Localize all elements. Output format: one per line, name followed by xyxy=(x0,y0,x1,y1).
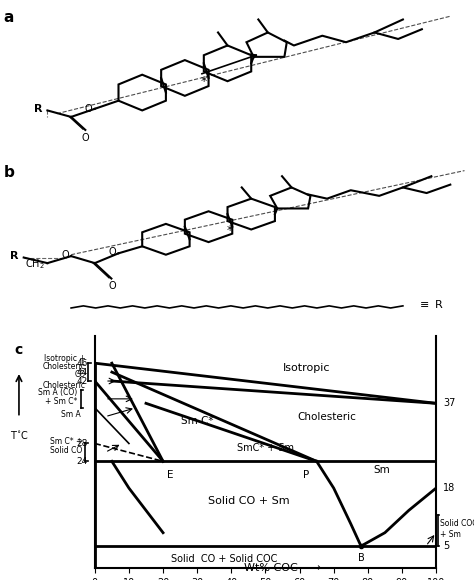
Text: CH$_2$: CH$_2$ xyxy=(25,258,45,271)
Text: *: * xyxy=(227,224,233,237)
Text: 44: 44 xyxy=(77,368,88,376)
Text: Solid CO: Solid CO xyxy=(50,445,82,455)
Text: Wt% COC    →: Wt% COC → xyxy=(244,563,321,574)
Text: Cholesteric: Cholesteric xyxy=(42,362,85,371)
Text: Sm: Sm xyxy=(373,465,390,475)
Text: 5: 5 xyxy=(443,541,449,551)
Text: Solid  CO + Solid COC: Solid CO + Solid COC xyxy=(171,554,278,564)
Text: R: R xyxy=(34,104,43,114)
Text: Cholesteric: Cholesteric xyxy=(42,381,85,390)
Text: O: O xyxy=(82,133,89,143)
Text: Sm A: Sm A xyxy=(61,410,81,419)
Text: Solid COC: Solid COC xyxy=(440,519,474,528)
Text: 24: 24 xyxy=(77,457,88,466)
Text: Cholesteric: Cholesteric xyxy=(297,412,356,422)
Text: B: B xyxy=(357,553,365,563)
Text: c: c xyxy=(14,343,22,357)
Text: Sm C* +: Sm C* + xyxy=(50,437,82,446)
Text: 28: 28 xyxy=(77,439,88,448)
Text: b: b xyxy=(4,165,15,180)
Text: 18: 18 xyxy=(443,483,455,493)
Text: O: O xyxy=(85,104,92,114)
Text: O: O xyxy=(109,281,117,291)
Text: CO: CO xyxy=(74,370,85,379)
Text: 42: 42 xyxy=(77,376,88,386)
Text: *: * xyxy=(201,75,207,88)
Text: Solid CO + Sm: Solid CO + Sm xyxy=(208,496,289,506)
Text: Isotropic +: Isotropic + xyxy=(44,354,85,363)
Text: E: E xyxy=(167,470,173,480)
Text: T$^{\circ}$C: T$^{\circ}$C xyxy=(9,429,28,441)
Text: Sm A (CO): Sm A (CO) xyxy=(38,387,78,397)
Text: + Sm: + Sm xyxy=(440,531,461,539)
Text: O: O xyxy=(61,250,69,260)
Text: $\equiv$ R: $\equiv$ R xyxy=(417,298,444,310)
Text: SmC* + Sm: SmC* + Sm xyxy=(237,443,294,453)
Text: 46: 46 xyxy=(77,358,88,368)
Text: R: R xyxy=(10,251,19,261)
Text: Isotropic: Isotropic xyxy=(283,362,330,372)
Text: 37: 37 xyxy=(443,398,456,408)
Text: + Sm C*: + Sm C* xyxy=(46,397,78,405)
Text: P: P xyxy=(303,470,310,480)
Text: Sm C*: Sm C* xyxy=(181,416,213,426)
Text: O: O xyxy=(109,247,116,257)
Text: a: a xyxy=(4,10,14,25)
